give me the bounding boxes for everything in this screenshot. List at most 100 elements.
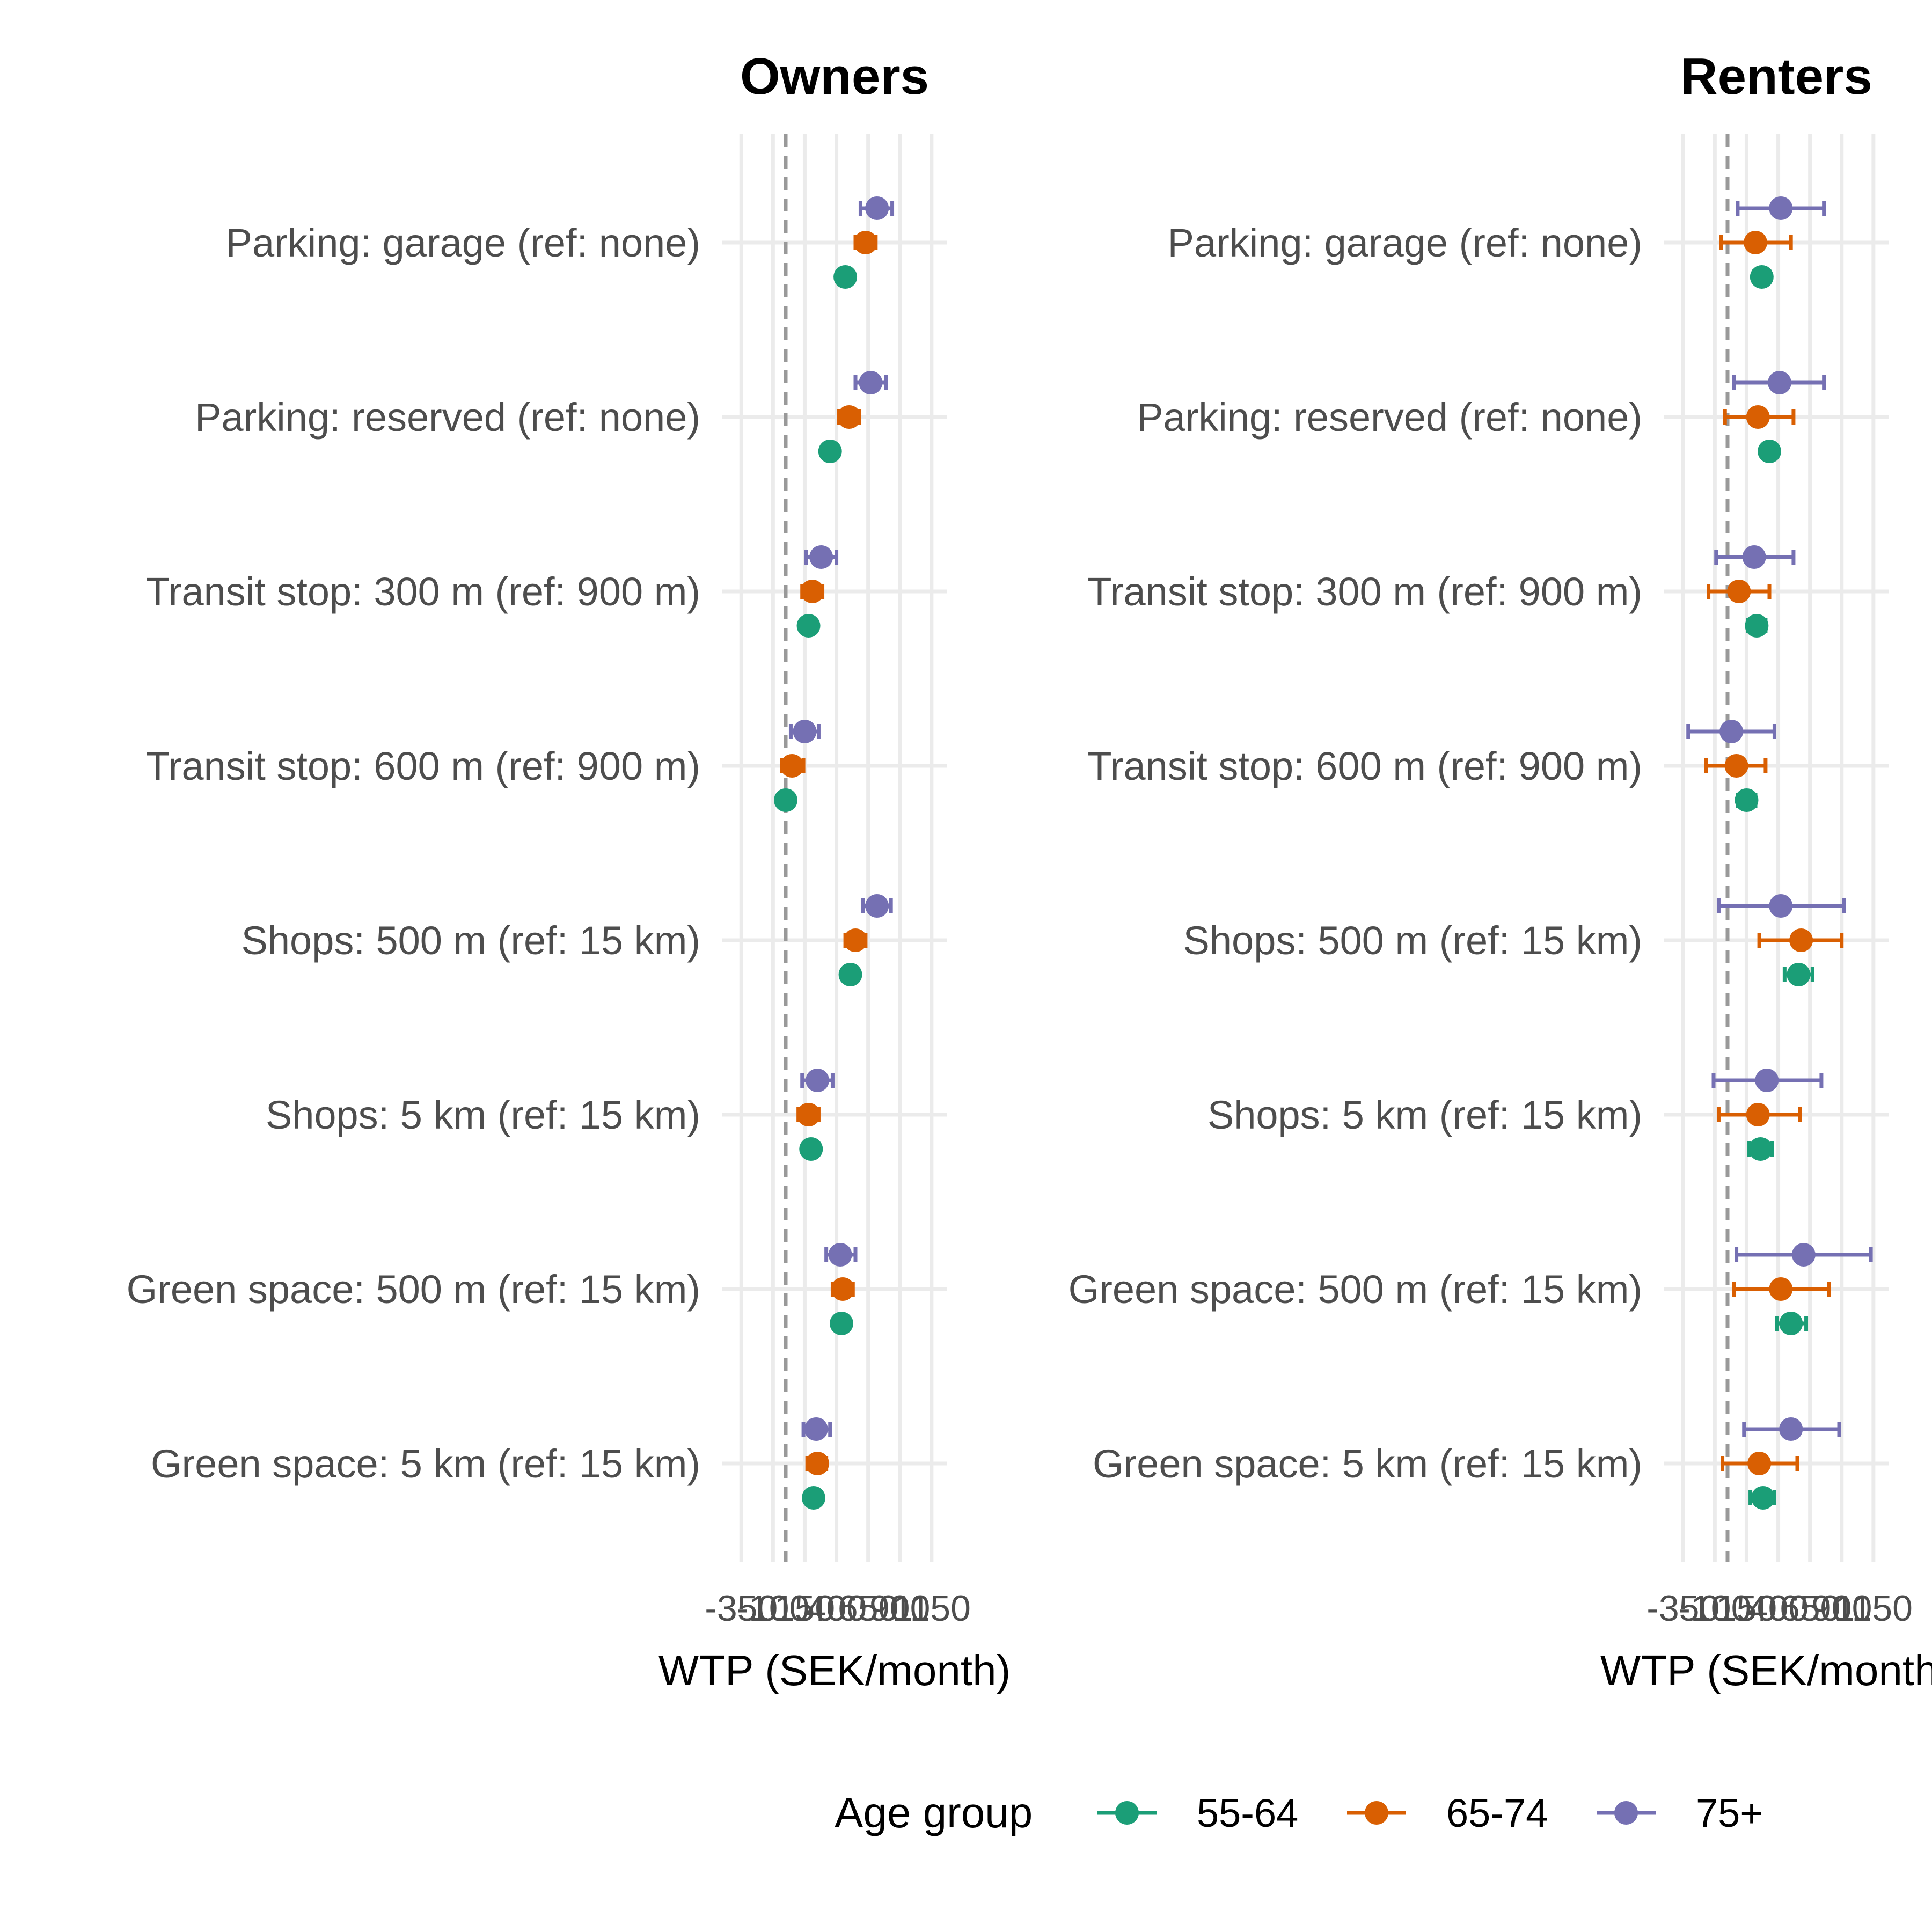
data-point [800,1069,835,1092]
x-tick-label: -100 [1678,1588,1751,1629]
estimate-point [818,440,842,463]
x-tick-label: 650 [1780,1588,1840,1629]
estimate-point [774,788,797,812]
legend: Age group 55-64 65-74 75+ [835,1789,1763,1836]
estimate-point [1748,1137,1773,1161]
data-point [830,1312,853,1335]
data-point [1748,1486,1776,1510]
data-point [843,928,868,952]
data-point [1735,788,1759,812]
estimate-point [1769,894,1793,918]
estimate-point [833,265,858,289]
data-point [853,231,878,254]
x-tick-label: -350 [705,1588,778,1629]
data-point [1775,1312,1809,1335]
legend-key-point [1115,1801,1139,1825]
x-tick-label: 150 [774,1588,835,1629]
estimate-point [1751,1486,1775,1510]
data-point [1742,1417,1841,1441]
category-label: Green space: 500 m (ref: 15 km) [127,1267,700,1312]
legend-label: 65-74 [1446,1791,1548,1835]
estimate-point [806,1452,830,1475]
data-point [1707,580,1772,603]
panel-renters: Renters Parking: garage (ref: none) Parkin… [1069,48,1932,1694]
data-point [1719,231,1793,254]
estimate-point [1779,1417,1803,1441]
estimate-point [828,1243,852,1267]
estimate-point [1769,1277,1793,1301]
estimate-point [796,1103,821,1126]
data-point [1736,196,1826,220]
estimate-point [799,1137,823,1161]
data-point [1732,1277,1831,1301]
data-point [780,754,806,778]
data-point [833,265,858,289]
estimate-point [830,1312,853,1335]
data-point [1721,1452,1799,1475]
category-label: Parking: reserved (ref: none) [195,395,700,440]
estimate-point [1727,580,1751,603]
panel-title: Owners [740,48,929,105]
x-tick-label: 1150 [1834,1588,1913,1629]
data-point [799,1137,823,1161]
legend-key-point [1614,1801,1638,1825]
data-point [1745,614,1769,638]
legend-label: 55-64 [1197,1791,1298,1835]
data-point [802,1486,825,1510]
data-point [1747,1137,1774,1161]
x-tick-label: 150 [1716,1588,1777,1629]
estimate-point [1746,1103,1770,1126]
data-point [818,440,842,463]
x-tick-label: 400 [1748,1588,1809,1629]
legend-title: Age group [835,1789,1033,1836]
data-point [796,614,821,638]
estimate-point [865,894,889,918]
data-point [804,545,839,569]
data-point [861,894,893,918]
data-point [1757,928,1844,952]
x-tick-label: -100 [736,1588,809,1629]
panel-title: Renters [1680,48,1872,105]
x-tick-label: 1150 [892,1588,971,1629]
category-label: Green space: 5 km (ref: 15 km) [151,1441,700,1486]
category-label: Shops: 500 m (ref: 15 km) [1183,918,1642,963]
data-point [830,1277,855,1301]
data-point [838,963,862,986]
data-point [1758,440,1781,463]
x-axis-title: WTP (SEK/month) [1600,1646,1932,1694]
estimate-point [1769,196,1793,220]
x-tick-label: 400 [806,1588,867,1629]
estimate-point [853,231,877,254]
category-label: Parking: reserved (ref: none) [1137,395,1642,440]
x-tick-label: -350 [1646,1588,1719,1629]
estimate-point [1789,928,1813,952]
data-point [1750,265,1774,289]
data-point [805,1452,830,1475]
data-point [853,371,888,394]
estimate-point [1791,1243,1816,1267]
estimate-point [1755,1069,1779,1092]
estimate-point [865,196,889,220]
category-label: Shops: 5 km (ref: 15 km) [1208,1093,1642,1137]
legend-item: 75+ [1597,1791,1763,1835]
data-point [788,720,821,743]
legend-label: 75+ [1696,1791,1763,1835]
category-label: Transit stop: 300 m (ref: 900 m) [145,569,700,614]
category-label: Green space: 5 km (ref: 15 km) [1093,1441,1642,1486]
estimate-point [1747,1452,1772,1475]
estimate-point [802,1486,825,1510]
estimate-point [804,1417,828,1441]
category-label: Shops: 5 km (ref: 15 km) [266,1093,700,1137]
category-label: Transit stop: 600 m (ref: 900 m) [1087,744,1642,788]
x-tick-label: 900 [1811,1588,1872,1629]
estimate-point [1758,440,1781,463]
category-label: Transit stop: 300 m (ref: 900 m) [1087,569,1642,614]
category-label: Transit stop: 600 m (ref: 900 m) [145,744,700,788]
estimate-point [793,720,817,743]
estimate-point [1745,614,1769,638]
estimate-point [796,614,821,638]
data-point [1732,371,1826,394]
category-label: Green space: 500 m (ref: 15 km) [1069,1267,1642,1312]
data-point [774,788,797,812]
